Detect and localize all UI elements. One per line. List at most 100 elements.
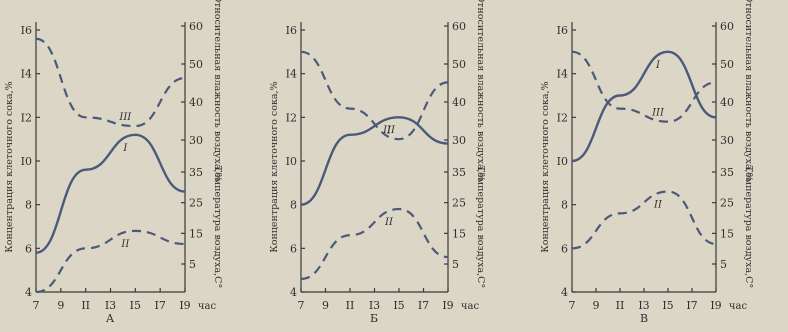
x-tick-label: 9: [322, 299, 329, 312]
chart-panel-2: 4 6 8 I0 I2 I4 I6 30 40 50 60 35 25 15 5 7 9 II I3 I5 I7 I9 ча…: [269, 0, 486, 325]
panel-label: А: [106, 312, 115, 325]
right-top-tick-label: 60: [720, 20, 734, 33]
x-tick-label: I5: [662, 299, 673, 312]
right-top-tick-label: 40: [720, 96, 734, 109]
series-line-I: [571, 50, 717, 163]
series-label-I: I: [655, 60, 661, 71]
right-bottom-tick-label: 25: [452, 197, 466, 210]
right-bottom-tick-label: 25: [720, 197, 734, 210]
left-tick-label: I2: [286, 111, 297, 124]
series-label-III: III: [382, 125, 396, 136]
right-top-tick-label: 60: [452, 20, 466, 33]
x-tick-label: 9: [593, 299, 600, 312]
x-tick-label: 7: [33, 299, 40, 312]
series-label-I: I: [122, 143, 128, 154]
right-bottom-tick-label: 5: [452, 258, 459, 271]
left-tick-label: I6: [557, 24, 568, 37]
right-top-tick-label: 50: [720, 58, 734, 71]
series-line-II: [571, 190, 717, 250]
series-line-III: [300, 50, 449, 141]
left-tick-label: 6: [25, 242, 32, 255]
series-label-I: I: [386, 125, 392, 136]
right-top-axis-label: Относительная влажность воздуха,%: [743, 0, 754, 182]
right-top-tick-label: 60: [189, 20, 203, 33]
x-tick-label: I7: [686, 299, 697, 312]
series-label-II: II: [653, 200, 663, 211]
right-top-tick-label: 50: [189, 58, 203, 71]
x-tick-label: II: [346, 299, 355, 312]
series-line-I: [300, 116, 449, 206]
right-bottom-tick-label: 5: [720, 258, 727, 271]
right-top-tick-label: 30: [720, 134, 734, 147]
left-axis-label: Концентрация клеточного сока,%: [540, 81, 551, 252]
x-tick-label: I3: [638, 299, 649, 312]
right-bottom-tick-label: 5: [189, 258, 196, 271]
series-line-III: [571, 50, 717, 123]
left-axis-label: Концентрация клеточного сока,%: [4, 81, 15, 252]
left-tick-label: I0: [21, 155, 32, 168]
left-tick-label: 4: [290, 286, 297, 299]
right-top-tick-label: 30: [452, 134, 466, 147]
right-bottom-tick-label: 15: [720, 227, 734, 240]
left-tick-label: I4: [21, 68, 32, 81]
x-tick-label: II: [616, 299, 625, 312]
x-tick-label: 7: [569, 299, 576, 312]
right-top-axis-label: Относительная влажность воздуха,%: [475, 0, 486, 182]
right-bottom-tick-label: 35: [452, 166, 466, 179]
panel-label: Б: [370, 312, 378, 325]
left-tick-label: I6: [286, 24, 297, 37]
right-bottom-tick-label: 15: [452, 227, 466, 240]
x-tick-label: I9: [710, 299, 721, 312]
x-unit-label: час: [729, 301, 748, 312]
right-top-tick-label: 40: [189, 96, 203, 109]
right-top-tick-label: 50: [452, 58, 466, 71]
right-bottom-axis-label: Температура воздуха,С°: [475, 166, 486, 288]
chart-panel-1: 4 6 8 I0 I2 I4 I6 30 40 50 60 35 25 15 5 7 9 II I3 I5 I7 I9 ча…: [4, 0, 223, 325]
x-tick-label: I3: [369, 299, 380, 312]
series-line-III: [35, 37, 186, 128]
series-label-III: III: [118, 112, 132, 123]
right-top-tick-label: 40: [452, 96, 466, 109]
x-tick-label: I5: [393, 299, 404, 312]
left-tick-label: 4: [25, 286, 32, 299]
right-top-axis-label: Относительная влажность воздуха,%: [212, 0, 223, 182]
x-unit-label: час: [461, 301, 480, 312]
x-tick-label: I7: [418, 299, 429, 312]
x-tick-label: I5: [130, 299, 141, 312]
right-bottom-tick-label: 35: [720, 166, 734, 179]
left-axis-label: Концентрация клеточного сока,%: [269, 81, 280, 252]
series-label-II: II: [120, 239, 130, 250]
left-tick-label: I2: [557, 111, 568, 124]
left-tick-label: I4: [557, 68, 568, 81]
left-tick-label: 8: [25, 199, 32, 212]
right-bottom-tick-label: 15: [189, 227, 203, 240]
left-tick-label: 8: [561, 199, 568, 212]
x-tick-label: 9: [57, 299, 64, 312]
x-tick-label: II: [81, 299, 90, 312]
series-label-III: III: [651, 108, 665, 119]
right-bottom-axis-label: Температура воздуха,С°: [743, 166, 754, 288]
left-tick-label: I2: [21, 111, 32, 124]
series-line-II: [35, 229, 186, 294]
series-line-I: [35, 133, 186, 254]
left-tick-label: I6: [21, 24, 32, 37]
left-tick-label: I0: [286, 155, 297, 168]
series-line-II: [300, 207, 449, 280]
x-unit-label: час: [198, 301, 217, 312]
x-tick-label: I7: [154, 299, 165, 312]
series-label-II: II: [384, 217, 394, 228]
right-bottom-axis-label: Температура воздуха,С°: [212, 166, 223, 288]
x-tick-label: I9: [179, 299, 190, 312]
left-tick-label: 8: [290, 199, 297, 212]
right-top-tick-label: 30: [189, 134, 203, 147]
left-tick-label: I0: [557, 155, 568, 168]
panel-label: В: [640, 312, 648, 325]
left-tick-label: 6: [561, 242, 568, 255]
right-bottom-tick-label: 35: [189, 166, 203, 179]
right-bottom-tick-label: 25: [189, 197, 203, 210]
x-tick-label: I3: [105, 299, 116, 312]
left-tick-label: 6: [290, 242, 297, 255]
left-tick-label: 4: [561, 286, 568, 299]
